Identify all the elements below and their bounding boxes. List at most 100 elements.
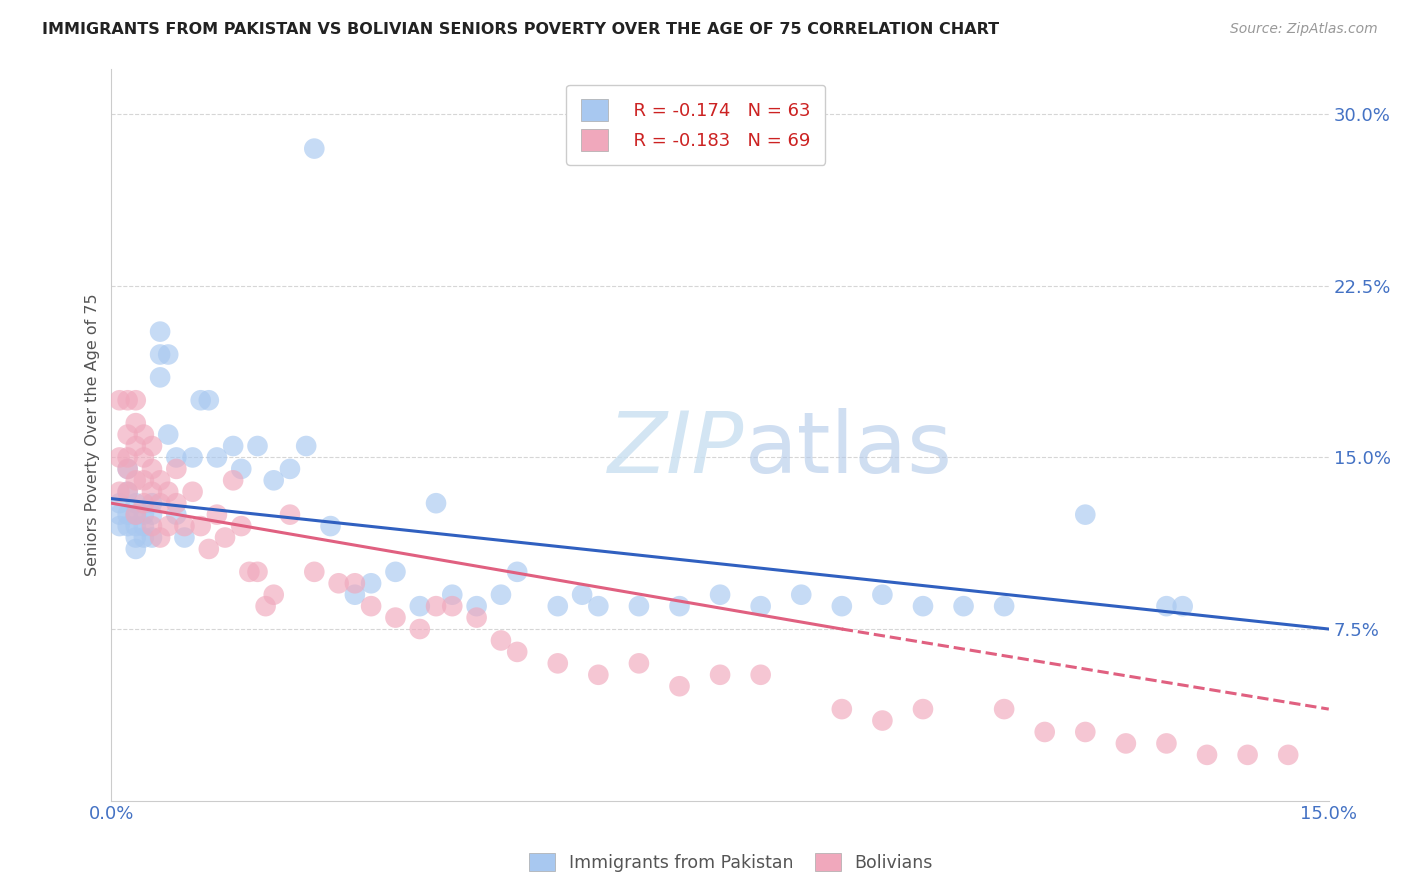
Point (425, 599, 447, 614)
Point (547, 599, 569, 614)
Point (993, 599, 1015, 614)
Point (384, 565, 406, 579)
Point (108, 519, 131, 533)
Point (141, 484, 163, 499)
Point (198, 393, 221, 408)
Point (132, 508, 155, 522)
Point (117, 450, 139, 465)
Point (132, 531, 155, 545)
Point (108, 450, 131, 465)
Point (465, 599, 488, 614)
Point (125, 531, 148, 545)
Point (1195, 747, 1218, 762)
Point (506, 565, 529, 579)
Point (125, 439, 148, 453)
Point (231, 519, 253, 533)
Point (343, 576, 366, 591)
Point (872, 714, 894, 728)
Point (409, 622, 432, 636)
Point (425, 496, 447, 510)
Point (125, 508, 148, 522)
Point (465, 610, 488, 624)
Point (328, 576, 350, 591)
Point (108, 484, 131, 499)
Point (125, 541, 148, 556)
Point (384, 610, 406, 624)
Point (489, 633, 512, 648)
Point (205, 508, 228, 522)
Point (627, 657, 650, 671)
Point (263, 473, 285, 487)
Point (441, 588, 464, 602)
Point (588, 599, 610, 614)
Point (149, 531, 172, 545)
Point (911, 599, 934, 614)
Point (254, 599, 277, 614)
Point (627, 599, 650, 614)
Point (1156, 599, 1178, 614)
Point (157, 519, 180, 533)
Point (304, 565, 326, 579)
Point (1033, 725, 1056, 739)
Point (165, 462, 187, 476)
Point (125, 496, 148, 510)
Point (831, 599, 853, 614)
Point (117, 462, 139, 476)
Point (108, 508, 131, 522)
Point (117, 508, 139, 522)
Point (141, 439, 163, 453)
Point (304, 142, 326, 156)
Point (222, 473, 245, 487)
Point (117, 393, 139, 408)
Point (205, 450, 228, 465)
Legend:   R = -0.174   N = 63,   R = -0.183   N = 69: R = -0.174 N = 63, R = -0.183 N = 69 (567, 85, 825, 165)
Y-axis label: Seniors Poverty Over the Age of 75: Seniors Poverty Over the Age of 75 (86, 293, 100, 576)
Point (132, 427, 155, 442)
Point (993, 702, 1015, 716)
Point (125, 519, 148, 533)
Point (149, 325, 172, 339)
Point (231, 462, 253, 476)
Point (278, 462, 301, 476)
Point (588, 667, 610, 681)
Point (222, 439, 245, 453)
Point (668, 599, 690, 614)
Point (181, 484, 204, 499)
Point (911, 702, 934, 716)
Point (1236, 747, 1258, 762)
Point (343, 588, 366, 602)
Point (190, 519, 212, 533)
Point (668, 679, 690, 693)
Point (165, 508, 187, 522)
Point (831, 702, 853, 716)
Point (149, 370, 172, 384)
Text: atlas: atlas (744, 408, 952, 491)
Point (409, 599, 432, 614)
Point (441, 599, 464, 614)
Point (132, 519, 155, 533)
Point (749, 599, 772, 614)
Point (1171, 599, 1194, 614)
Point (263, 588, 285, 602)
Point (165, 450, 187, 465)
Point (295, 439, 318, 453)
Point (709, 667, 731, 681)
Point (489, 588, 512, 602)
Point (246, 565, 269, 579)
Point (149, 473, 172, 487)
Point (165, 496, 187, 510)
Point (238, 565, 260, 579)
Point (319, 519, 342, 533)
Point (141, 462, 163, 476)
Point (141, 496, 163, 510)
Point (117, 519, 139, 533)
Point (709, 588, 731, 602)
Point (872, 588, 894, 602)
Text: Source: ZipAtlas.com: Source: ZipAtlas.com (1230, 22, 1378, 37)
Point (157, 484, 180, 499)
Point (190, 393, 212, 408)
Point (141, 508, 163, 522)
Point (278, 508, 301, 522)
Point (132, 473, 155, 487)
Point (1074, 508, 1097, 522)
